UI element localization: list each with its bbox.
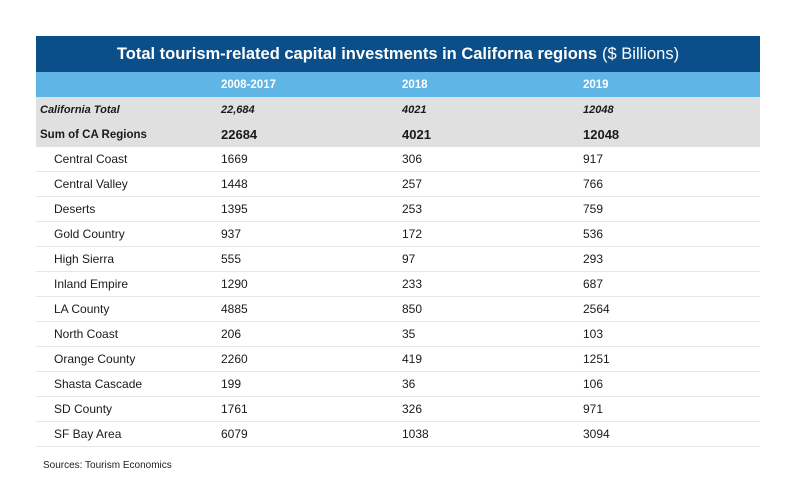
region-rows: Central Coast 1669 306 917 Central Valley 144… (36, 147, 760, 447)
table-row: Gold Country 937 172 536 (36, 222, 760, 247)
row-label: SD County (54, 402, 113, 416)
row-label: Deserts (54, 202, 96, 216)
table-title-unit: ($ Billions) (602, 44, 680, 63)
row-label: Inland Empire (54, 277, 129, 291)
table-cell: 199 (221, 377, 242, 391)
table-cell: 1448 (221, 177, 248, 191)
table-cell: 172 (402, 227, 423, 241)
investment-table: Total tourism-related capital investment… (36, 36, 760, 447)
table-cell: 2564 (583, 302, 610, 316)
table-cell: 206 (221, 327, 242, 341)
row-label: Central Coast (54, 152, 128, 166)
table-cell: 257 (402, 177, 423, 191)
table-cell: 4021 (402, 127, 431, 142)
row-label: Gold Country (54, 227, 125, 241)
table-cell: 106 (583, 377, 604, 391)
table-cell: 22684 (221, 127, 258, 142)
table-title: Total tourism-related capital investment… (116, 44, 598, 63)
table-cell: 1290 (221, 277, 248, 291)
table-cell: 97 (402, 252, 416, 266)
source-note: Sources: Tourism Economics (43, 460, 172, 471)
table-cell: 1669 (221, 152, 248, 166)
table-cell: 2260 (221, 352, 248, 366)
table-cell: 536 (583, 227, 604, 241)
table-cell: 555 (221, 252, 242, 266)
table-cell: 759 (583, 202, 604, 216)
row-label: Central Valley (54, 177, 128, 191)
table-row: LA County 4885 850 2564 (36, 297, 760, 322)
row-label: SF Bay Area (54, 427, 122, 441)
table-row: High Sierra 555 97 293 (36, 247, 760, 272)
table-title-bar: Total tourism-related capital investment… (36, 36, 760, 72)
table-cell: 4021 (402, 103, 427, 116)
row-label: Orange County (54, 352, 136, 366)
table-cell: 1395 (221, 202, 248, 216)
sum-regions-row: Sum of CA Regions 22684 4021 12048 (36, 122, 760, 147)
table-cell: 850 (402, 302, 423, 316)
table-cell: 22,684 (221, 103, 255, 116)
table-cell: 766 (583, 177, 604, 191)
table-cell: 6079 (221, 427, 248, 441)
table-row: Deserts 1395 253 759 (36, 197, 760, 222)
table-cell: 937 (221, 227, 242, 241)
table-cell: 1038 (402, 427, 429, 441)
table-cell: 103 (583, 327, 604, 341)
row-label: LA County (54, 302, 110, 316)
column-header-row: 2008-2017 2018 2019 (36, 72, 760, 97)
california-total-row: California Total 22,684 4021 12048 (36, 97, 760, 122)
table-cell: 1251 (583, 352, 610, 366)
table-row: Shasta Cascade 199 36 106 (36, 372, 760, 397)
table-cell: 4885 (221, 302, 248, 316)
table-cell: 971 (583, 402, 604, 416)
table-cell: 917 (583, 152, 604, 166)
table-cell: 419 (402, 352, 423, 366)
table-cell: 326 (402, 402, 423, 416)
table-row: SF Bay Area 6079 1038 3094 (36, 422, 760, 447)
table-cell: 3094 (583, 427, 610, 441)
table-row: SD County 1761 326 971 (36, 397, 760, 422)
row-label: Sum of CA Regions (40, 128, 147, 141)
table-cell: 306 (402, 152, 423, 166)
table-row: Inland Empire 1290 233 687 (36, 272, 760, 297)
column-header-2018: 2018 (402, 78, 428, 91)
column-header-2008-2017: 2008-2017 (221, 78, 276, 91)
table-cell: 12048 (583, 103, 614, 116)
table-row: Central Coast 1669 306 917 (36, 147, 760, 172)
table-row: Orange County 2260 419 1251 (36, 347, 760, 372)
table-cell: 293 (583, 252, 604, 266)
table-cell: 253 (402, 202, 423, 216)
table-cell: 35 (402, 327, 416, 341)
row-label: California Total (40, 103, 120, 116)
table-cell: 36 (402, 377, 416, 391)
table-cell: 233 (402, 277, 423, 291)
table-cell: 12048 (583, 127, 620, 142)
row-label: North Coast (54, 327, 119, 341)
table-row: Central Valley 1448 257 766 (36, 172, 760, 197)
table-cell: 1761 (221, 402, 248, 416)
row-label: Shasta Cascade (54, 377, 143, 391)
table-row: North Coast 206 35 103 (36, 322, 760, 347)
table-cell: 687 (583, 277, 604, 291)
column-header-2019: 2019 (583, 78, 609, 91)
row-label: High Sierra (54, 252, 115, 266)
